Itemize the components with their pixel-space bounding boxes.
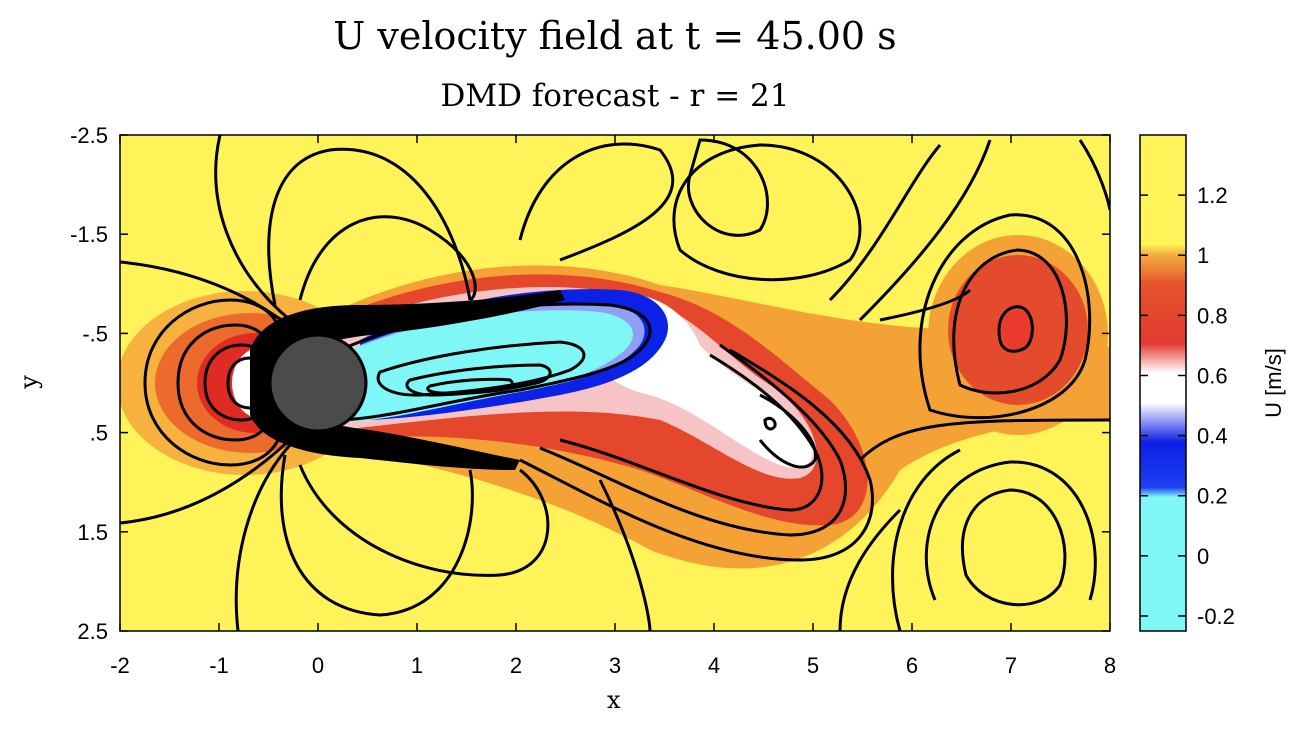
y-tick-label: 1.5 [77, 520, 108, 545]
x-tick-label: 7 [1005, 653, 1017, 678]
colorbar-tick-label: 1 [1197, 243, 1209, 268]
contour-line [376, 340, 586, 397]
x-tick-label: -2 [110, 653, 130, 678]
y-tick-label: -1.5 [70, 222, 108, 247]
contour-line [279, 454, 474, 617]
x-axis-ticks: -2 -1 0 1 2 3 4 5 6 7 8 [110, 135, 1116, 678]
colorbar-tick-label: 1.2 [1197, 183, 1228, 208]
x-axis-label: x [607, 686, 621, 714]
contour-line [763, 416, 777, 431]
y-tick-label: -.5 [82, 321, 108, 346]
y-tick-label: .5 [90, 421, 108, 446]
x-tick-label: 0 [312, 653, 324, 678]
contour-line [143, 382, 282, 467]
contour-line [997, 305, 1034, 353]
y-axis-ticks: -2.5 -1.5 -.5 .5 1.5 2.5 [70, 123, 1110, 644]
contour-line [918, 213, 1092, 420]
contour-line [405, 363, 552, 397]
x-tick-label: 4 [708, 653, 720, 678]
wake-vortex-core [1001, 310, 1033, 350]
contour-line [518, 142, 675, 262]
chart-title: U velocity field at t = 45.00 s [333, 14, 897, 58]
contour-line [891, 448, 961, 631]
x-tick-label: 8 [1104, 653, 1116, 678]
y-tick-label: 2.5 [77, 619, 108, 644]
contour-line [858, 418, 1110, 462]
colorbar-tick-label: 0.6 [1197, 363, 1228, 388]
colorbar-tick-label: -0.2 [1197, 604, 1235, 629]
contour-line [539, 343, 848, 537]
x-tick-label: 3 [609, 653, 621, 678]
contour-line [214, 135, 291, 322]
contour-line [858, 139, 992, 322]
y-tick-label: -2.5 [70, 123, 108, 148]
contour-line [687, 138, 769, 237]
colorbar-tick-label: 0.2 [1197, 484, 1228, 509]
chart-subtitle: DMD forecast - r = 21 [440, 78, 790, 114]
colorbar-tick-label: 0.8 [1197, 303, 1228, 328]
contour-line [234, 444, 292, 631]
colorbar-label: U [m/s] [1261, 348, 1286, 418]
contour-line [672, 143, 862, 282]
contour-line [838, 508, 902, 631]
contour-line [226, 356, 251, 384]
contour-line [120, 428, 302, 525]
x-tick-label: 2 [510, 653, 522, 678]
contour-line [143, 298, 282, 384]
contour-line [559, 353, 824, 512]
plot-area: -2 -1 0 1 2 3 4 5 6 7 8 -2.5 -1.5 -.5 .5 1.5 2.5 [70, 123, 1116, 678]
colorbar-tick-label: 0.4 [1197, 424, 1228, 449]
cylinder [268, 333, 368, 433]
contour-line [961, 488, 1067, 607]
contour-line [828, 144, 942, 302]
contour-line [298, 215, 477, 302]
colorbar-ticks: 1.2 1 0.8 0.6 0.4 0.2 0 -0.2 [1140, 183, 1235, 629]
contour-line [267, 147, 472, 306]
x-tick-label: 6 [906, 653, 918, 678]
contour-line [298, 464, 550, 577]
colorbar-gradient [1139, 134, 1187, 632]
y-axis-label: y [14, 375, 43, 389]
contour-line [758, 393, 817, 469]
contour-line [879, 288, 972, 322]
velocity-field [120, 135, 1110, 631]
contour-line [519, 348, 874, 562]
x-tick-label: -1 [209, 653, 229, 678]
contour-line [924, 460, 1097, 601]
contour-line [426, 377, 514, 395]
contour-line [226, 382, 251, 410]
x-tick-label: 5 [807, 653, 819, 678]
colorbar: 1.2 1 0.8 0.6 0.4 0.2 0 -0.2 U [m/s] [1139, 134, 1286, 632]
x-tick-label: 1 [411, 653, 423, 678]
colorbar-tick-label: 0 [1197, 544, 1209, 569]
